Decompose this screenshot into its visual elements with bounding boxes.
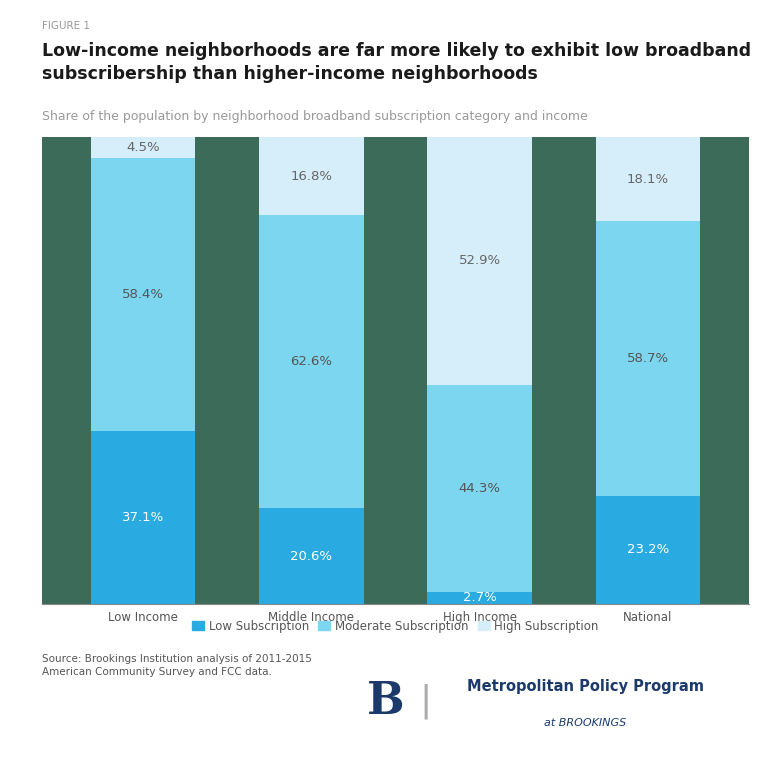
Text: Source: Brookings Institution analysis of 2011-2015
American Community Survey an: Source: Brookings Institution analysis o… [42, 654, 312, 677]
Text: Share of the population by neighborhood broadband subscription category and inco: Share of the population by neighborhood … [42, 110, 588, 123]
Text: 2.7%: 2.7% [463, 591, 496, 604]
Text: 18.1%: 18.1% [627, 173, 669, 185]
Text: 62.6%: 62.6% [290, 355, 333, 368]
Legend: Low Subscription, Moderate Subscription, High Subscription: Low Subscription, Moderate Subscription,… [187, 615, 604, 638]
Text: FIGURE 1: FIGURE 1 [42, 21, 91, 31]
Bar [260, 215, 363, 508]
Bar [91, 137, 195, 158]
Text: Metropolitan Policy Program: Metropolitan Policy Program [467, 679, 704, 694]
Bar [91, 158, 195, 431]
Text: 23.2%: 23.2% [627, 543, 669, 556]
Bar [428, 138, 531, 385]
Text: 20.6%: 20.6% [290, 549, 333, 562]
Bar [260, 137, 363, 215]
Text: Low-income neighborhoods are far more likely to exhibit low broadband
subscriber: Low-income neighborhoods are far more li… [42, 42, 751, 83]
Text: B: B [367, 679, 405, 723]
Text: 44.3%: 44.3% [458, 482, 501, 495]
Text: 58.7%: 58.7% [627, 352, 669, 365]
Bar [596, 496, 700, 604]
Bar [596, 137, 700, 221]
Bar [91, 431, 195, 604]
Text: |: | [419, 683, 432, 719]
Text: at BROOKINGS: at BROOKINGS [545, 718, 627, 728]
Bar [428, 591, 531, 604]
Text: 58.4%: 58.4% [122, 288, 164, 301]
Text: 16.8%: 16.8% [290, 169, 333, 182]
Text: 52.9%: 52.9% [458, 255, 501, 268]
Bar [260, 508, 363, 604]
Text: 37.1%: 37.1% [122, 511, 164, 524]
Bar [596, 221, 700, 496]
Text: 4.5%: 4.5% [127, 141, 160, 154]
Bar [428, 385, 531, 591]
